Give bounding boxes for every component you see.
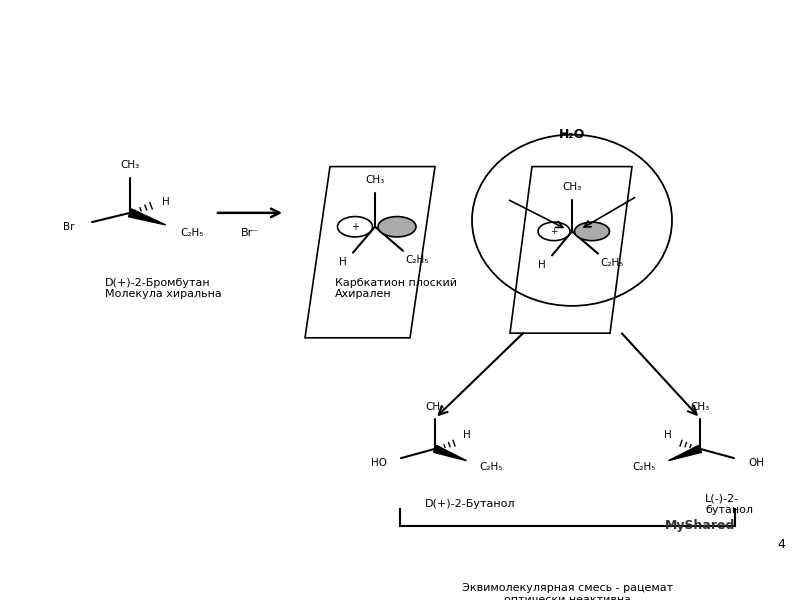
Text: +: +: [550, 227, 558, 236]
Text: HO: HO: [371, 458, 387, 468]
Polygon shape: [434, 445, 466, 461]
Text: OH: OH: [748, 458, 764, 468]
Text: CH₃: CH₃: [562, 182, 582, 192]
Text: D(+)-2-Бромбутан
Молекула хиральна: D(+)-2-Бромбутан Молекула хиральна: [105, 278, 222, 299]
Text: +: +: [351, 222, 359, 232]
Text: H₂O: H₂O: [559, 128, 585, 140]
Text: C₂H₅: C₂H₅: [180, 228, 203, 238]
Ellipse shape: [538, 222, 570, 241]
Text: CH₃: CH₃: [366, 175, 385, 185]
Text: Br⁻: Br⁻: [241, 228, 259, 238]
Text: H: H: [339, 257, 347, 267]
Ellipse shape: [574, 222, 610, 241]
Text: C₂H₅: C₂H₅: [479, 463, 502, 472]
Text: H: H: [538, 260, 546, 269]
Text: C₂H₅: C₂H₅: [633, 463, 656, 472]
Text: D(+)-2-Бутанол: D(+)-2-Бутанол: [425, 499, 515, 509]
Text: MyShared: MyShared: [665, 519, 735, 532]
Ellipse shape: [338, 217, 373, 237]
Text: Br: Br: [63, 222, 75, 232]
Text: CH₃: CH₃: [690, 402, 710, 412]
Text: H: H: [664, 430, 672, 440]
Ellipse shape: [378, 217, 416, 237]
Text: Эквимолекулярная смесь - рацемат
оптически неактивна: Эквимолекулярная смесь - рацемат оптичес…: [462, 583, 673, 600]
Text: 4: 4: [777, 538, 785, 551]
Text: H: H: [162, 197, 170, 207]
Polygon shape: [129, 209, 166, 225]
Text: Карбкатион плоский
Ахирален: Карбкатион плоский Ахирален: [335, 278, 457, 299]
Text: CH₃: CH₃: [426, 402, 445, 412]
Text: C₂H₅: C₂H₅: [600, 258, 624, 268]
Text: L(-)-2-
бутанол: L(-)-2- бутанол: [705, 494, 753, 515]
Text: H: H: [463, 430, 470, 440]
Text: CH₃: CH₃: [120, 160, 140, 170]
Text: C₂H₅: C₂H₅: [406, 255, 429, 265]
Polygon shape: [669, 445, 702, 461]
